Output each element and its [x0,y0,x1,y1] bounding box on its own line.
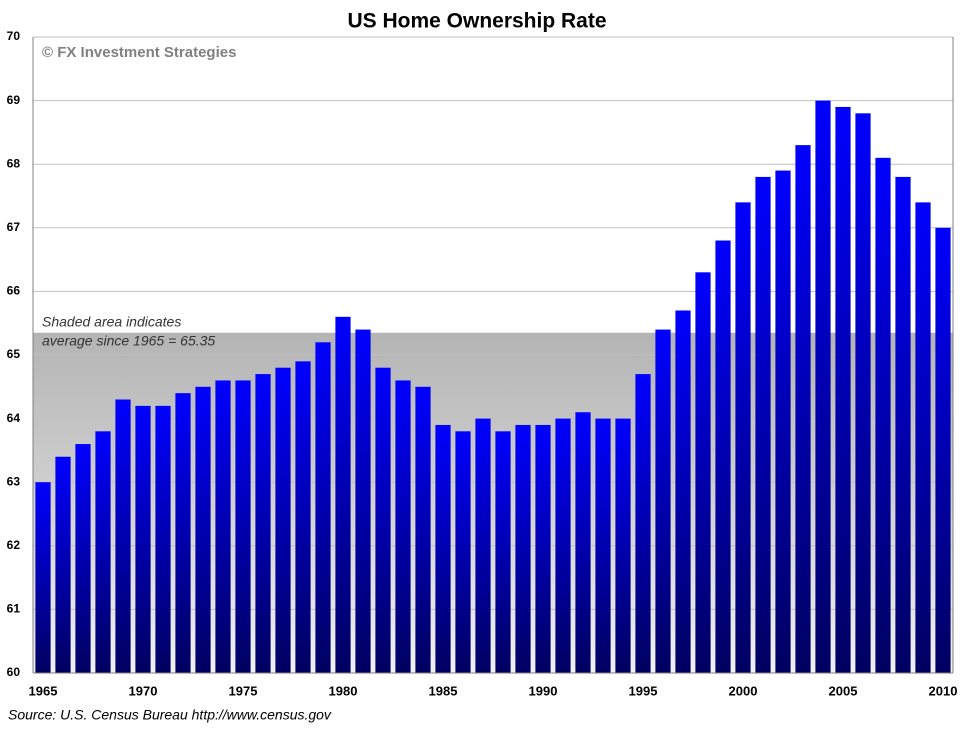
source: Source: U.S. Census Bureau http://www.ce… [8,707,332,723]
x-tick-label: 1995 [629,683,658,698]
bar [595,418,611,673]
bar [695,272,711,673]
bar [915,202,931,674]
bar [435,424,451,673]
bar [615,418,631,673]
bar [635,374,651,673]
bar [335,316,351,673]
x-tick-label: 1990 [529,683,558,698]
bar [255,374,271,673]
bar [75,444,91,673]
y-tick-label: 65 [7,347,21,361]
bar [355,329,371,673]
x-tick-label: 1965 [29,683,58,698]
bar [495,431,511,673]
copyright: © FX Investment Strategies [42,44,236,61]
bar [535,424,551,673]
bar [35,482,51,673]
y-tick-label: 64 [7,411,21,425]
bar [375,367,391,673]
bar [795,145,811,673]
annotation: average since 1965 = 65.35 [42,333,215,349]
bar [575,412,591,673]
bar [155,405,171,673]
bar [235,380,251,673]
y-tick-label: 68 [7,156,21,170]
y-tick-label: 62 [7,538,21,552]
bar [275,367,291,673]
bar [195,386,211,673]
bar [55,456,71,673]
y-tick-label: 67 [7,220,21,234]
bar [395,380,411,673]
bar [555,418,571,673]
y-tick-label: 70 [7,29,21,43]
bar [295,361,311,673]
y-tick-label: 63 [7,474,21,488]
bar [475,418,491,673]
y-tick-label: 60 [7,665,21,679]
bar [875,157,891,674]
bar [175,393,191,673]
x-tick-label: 1980 [329,683,358,698]
bar [315,342,331,673]
x-tick-label: 2000 [729,683,758,698]
x-tick-label: 2005 [829,683,858,698]
bar [215,380,231,673]
bar [675,310,691,673]
average-shade [33,332,953,673]
bar [815,100,831,674]
bar [735,202,751,674]
chart-title: US Home Ownership Rate [347,10,606,33]
y-tick-label: 69 [7,93,21,107]
bar [935,227,951,674]
bar [835,106,851,673]
bar [715,240,731,673]
bar [115,399,131,673]
bar [655,329,671,673]
bar [95,431,111,673]
x-tick-label: 2010 [929,683,958,698]
bar [755,176,771,674]
y-tick-label: 66 [7,284,21,298]
annotation: Shaded area indicates [42,314,181,330]
x-tick-label: 1975 [229,683,258,698]
bar [455,431,471,673]
x-tick-label: 1970 [129,683,158,698]
bar [415,386,431,673]
bar [515,424,531,673]
y-tick-label: 61 [7,602,21,616]
bar [895,176,911,674]
bar [135,405,151,673]
bar [855,113,871,673]
x-tick-label: 1985 [429,683,458,698]
bar [775,170,791,673]
